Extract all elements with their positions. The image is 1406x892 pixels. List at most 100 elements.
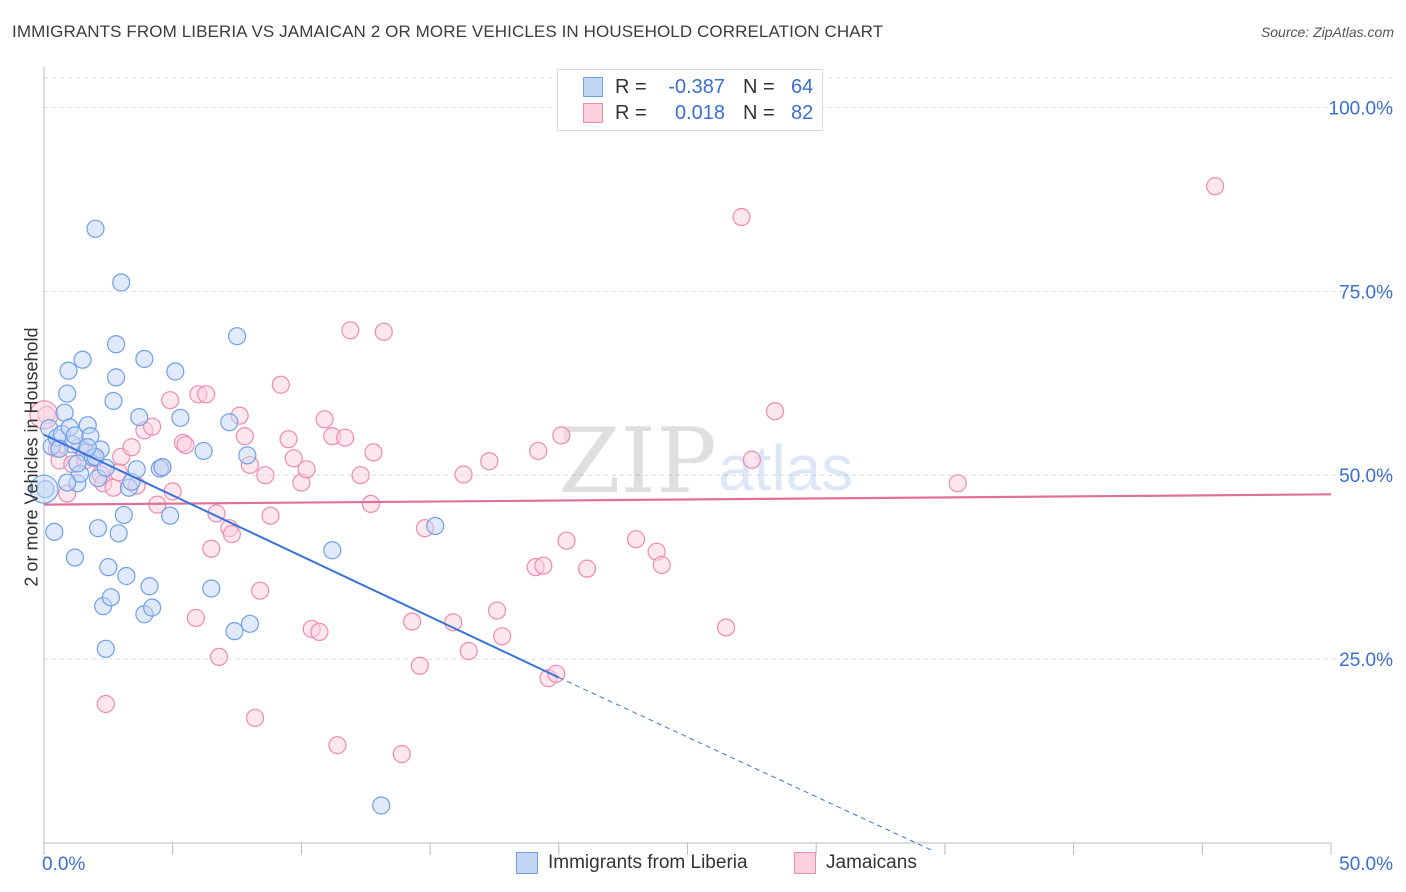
point-liberia-large: [29, 474, 59, 504]
point-jamaicans: [202, 539, 221, 558]
point-liberia: [73, 350, 92, 369]
point-jamaicans: [271, 375, 290, 394]
point-jamaicans: [256, 466, 275, 485]
y-tick-label: 75.0%: [1339, 282, 1393, 303]
point-jamaicans: [251, 581, 270, 600]
series-legend: Immigrants from Liberia Jamaicans: [0, 852, 1406, 878]
point-jamaicans: [176, 435, 195, 455]
point-jamaicans: [1206, 177, 1225, 196]
point-liberia: [202, 579, 221, 598]
point-jamaicans: [222, 524, 242, 544]
point-jamaicans: [315, 410, 334, 429]
point-liberia: [153, 458, 172, 477]
axes: [43, 67, 1332, 855]
point-jamaicans: [104, 478, 123, 497]
n-value: 64: [791, 75, 814, 98]
point-liberia: [59, 361, 78, 380]
point-jamaicans: [732, 207, 751, 227]
r-value: 0.018: [674, 101, 725, 124]
legend-label-liberia: Immigrants from Liberia: [548, 852, 748, 873]
point-liberia: [135, 349, 154, 369]
series-liberia: [29, 219, 445, 815]
n-value: 82: [791, 101, 814, 124]
point-liberia: [166, 362, 185, 381]
point-liberia: [426, 516, 445, 536]
tick-labels: 25.0% 50.0% 75.0% 100.0% 0.0% 50.0%: [42, 98, 1393, 875]
point-liberia: [96, 639, 115, 658]
point-liberia: [106, 335, 126, 354]
legend-row-liberia: R = -0.387 N = 64: [583, 75, 813, 99]
point-jamaicans: [209, 647, 229, 666]
point-liberia: [130, 408, 149, 427]
point-liberia: [86, 219, 105, 238]
point-jamaicans: [652, 555, 671, 575]
jamaicans-legend-swatch: [794, 852, 816, 874]
point-jamaicans: [122, 438, 141, 457]
point-liberia: [323, 541, 342, 560]
point-liberia: [58, 384, 77, 403]
point-jamaicans: [374, 322, 393, 341]
legend-label-jamaicans: Jamaicans: [826, 852, 917, 873]
legend-row-jamaicans: R = 0.018 N = 82: [583, 101, 813, 125]
point-liberia: [372, 796, 391, 815]
point-jamaicans: [297, 460, 316, 479]
point-jamaicans: [197, 385, 216, 404]
y-axis-label: 2 or more Vehicles in Household: [21, 327, 42, 587]
point-jamaicans: [487, 601, 507, 620]
watermark-zip: ZIP: [558, 409, 717, 514]
point-jamaicans: [948, 474, 967, 493]
x-tick-label: 50.0%: [1339, 854, 1393, 875]
point-jamaicans: [261, 506, 280, 525]
point-jamaicans: [341, 321, 360, 340]
point-liberia: [225, 622, 244, 641]
point-liberia: [240, 614, 260, 633]
point-liberia: [238, 446, 257, 465]
point-jamaicans: [557, 531, 576, 550]
point-liberia: [220, 413, 239, 432]
correlation-legend: R = -0.387 N = 64 R = 0.018 N = 82: [557, 69, 823, 131]
point-jamaicans: [235, 427, 254, 446]
n-label: N =: [743, 101, 775, 124]
y-tick-label: 25.0%: [1339, 650, 1393, 671]
r-value: -0.387: [668, 75, 725, 98]
r-label: R =: [615, 75, 647, 98]
n-label: N =: [743, 75, 775, 98]
jamaicans-swatch: [583, 103, 603, 123]
chart-title: IMMIGRANTS FROM LIBERIA VS JAMAICAN 2 OR…: [12, 22, 884, 41]
y-tick-label: 100.0%: [1329, 98, 1394, 119]
legend-item-jamaicans[interactable]: Jamaicans: [794, 852, 917, 874]
point-liberia: [45, 522, 64, 541]
point-liberia: [58, 473, 77, 492]
point-jamaicans: [328, 736, 347, 755]
point-jamaicans: [143, 417, 162, 436]
point-jamaicans: [245, 708, 265, 728]
x-tick-label: 0.0%: [42, 854, 85, 875]
point-liberia: [114, 505, 133, 525]
point-liberia: [106, 368, 126, 387]
point-jamaicans: [310, 622, 329, 641]
point-jamaicans: [284, 449, 303, 468]
point-liberia: [143, 598, 162, 617]
legend-item-liberia[interactable]: Immigrants from Liberia: [516, 852, 748, 874]
trend-line-liberia: [43, 433, 560, 679]
point-liberia: [104, 391, 123, 411]
point-jamaicans: [361, 494, 380, 513]
point-jamaicans: [161, 391, 180, 410]
point-jamaicans: [480, 452, 499, 471]
point-jamaicans: [552, 426, 571, 445]
point-liberia: [227, 327, 247, 346]
point-jamaicans: [459, 641, 478, 661]
point-jamaicans: [351, 466, 370, 485]
point-jamaicans: [529, 441, 548, 461]
grid-lines: [44, 77, 1392, 660]
series-jamaicans: [29, 177, 1225, 764]
watermark-atlas: atlas: [718, 432, 853, 504]
source-label: Source: ZipAtlas.com: [1260, 24, 1394, 40]
point-liberia: [99, 558, 118, 577]
point-liberia: [101, 588, 121, 607]
point-jamaicans: [717, 618, 736, 637]
point-jamaicans: [765, 402, 785, 421]
watermark: ZIP atlas: [558, 409, 853, 514]
point-jamaicans: [279, 430, 298, 449]
